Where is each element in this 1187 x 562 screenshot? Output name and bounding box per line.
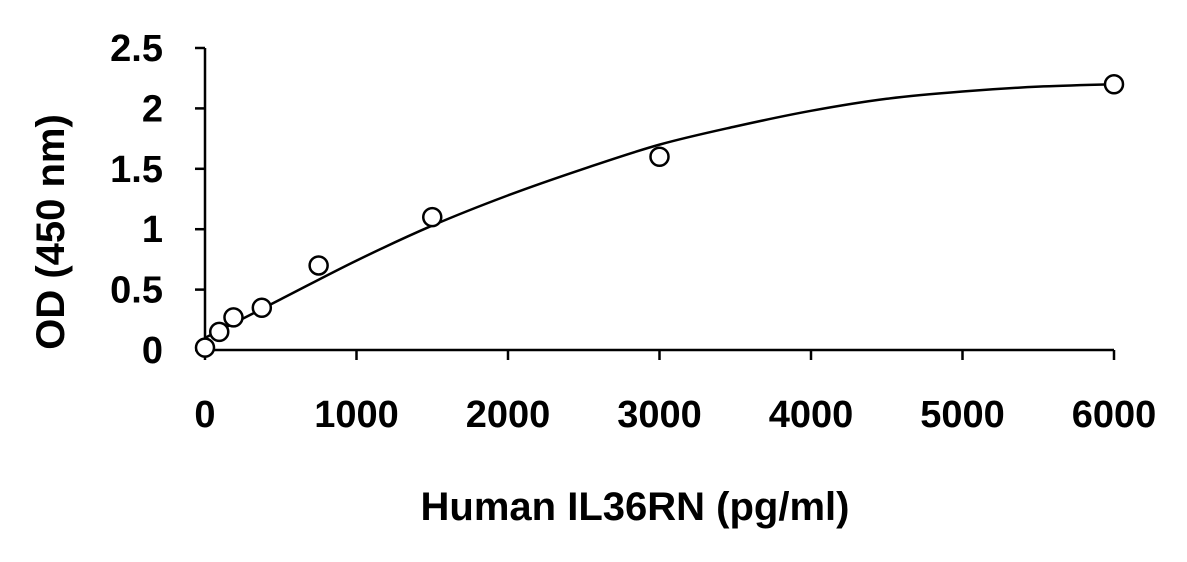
x-ticks: 0 1000 2000 3000 4000 5000 6000 <box>194 350 1156 436</box>
y-tick-label: 2 <box>142 88 163 130</box>
axes <box>203 48 1114 352</box>
data-point <box>649 146 670 167</box>
x-tick-label: 0 <box>194 394 215 436</box>
x-axis-title: Human IL36RN (pg/ml) <box>421 485 850 529</box>
data-point <box>208 321 230 343</box>
x-tick-label: 6000 <box>1072 394 1157 436</box>
fit-curve <box>204 82 1115 340</box>
x-tick-label: 4000 <box>769 394 854 436</box>
x-tick-label: 3000 <box>617 394 702 436</box>
y-axis-title: OD (450 nm) <box>29 114 73 350</box>
data-points <box>194 73 1125 358</box>
x-tick-label: 2000 <box>466 394 551 436</box>
data-point <box>251 297 273 318</box>
y-ticks: 0 0.5 1 1.5 2 2.5 <box>110 28 205 372</box>
y-tick-label: 1.5 <box>110 149 163 191</box>
data-point <box>1103 73 1125 95</box>
data-point <box>422 206 443 228</box>
data-point <box>223 307 244 328</box>
y-tick-label: 0 <box>142 330 163 372</box>
data-point <box>194 337 216 358</box>
y-tick-label: 0.5 <box>110 270 163 312</box>
y-tick-label: 1 <box>142 209 163 251</box>
data-point <box>308 255 329 276</box>
x-tick-label: 5000 <box>920 394 1005 436</box>
x-tick-label: 1000 <box>314 394 399 436</box>
fit-curve-group <box>204 82 1115 340</box>
y-tick-label: 2.5 <box>110 28 163 70</box>
